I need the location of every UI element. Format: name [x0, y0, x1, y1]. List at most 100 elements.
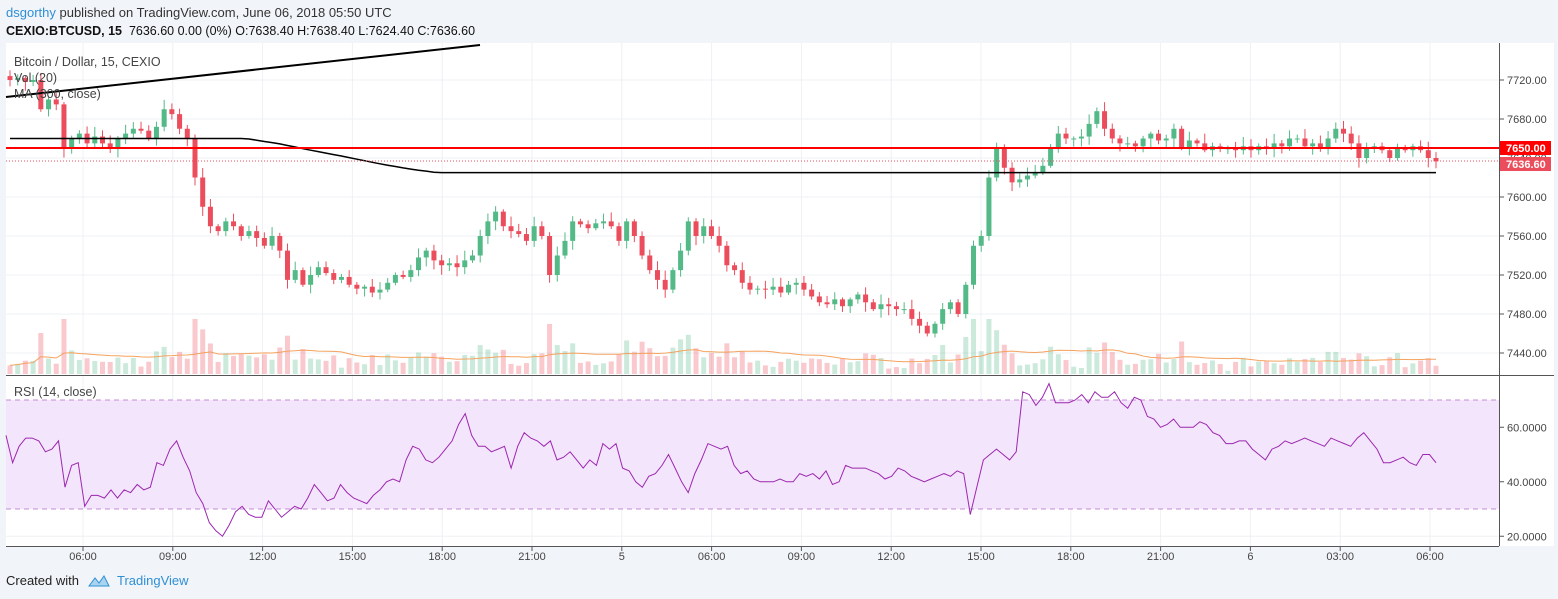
volume-bar [755, 360, 761, 374]
time-tick-label: 6 [1247, 551, 1253, 563]
candle-body [1040, 165, 1046, 173]
time-tick-label: 12:00 [249, 551, 277, 563]
volume-bar [678, 339, 684, 374]
candle-body [1094, 111, 1100, 124]
volume-bar [870, 354, 876, 374]
candle-body [986, 177, 992, 236]
volume-bar [1148, 359, 1154, 374]
volume-bar [724, 343, 730, 374]
candle-body [1078, 136, 1084, 139]
candle-body [593, 223, 599, 229]
time-tick-label: 15:00 [967, 551, 995, 563]
volume-bar [269, 359, 275, 374]
candle-body [1271, 143, 1277, 149]
candle-body [793, 282, 799, 285]
volume-bar [662, 355, 668, 374]
volume-bar [577, 362, 583, 374]
volume-bar [1163, 362, 1169, 374]
chart-title: Bitcoin / Dollar, 15, CEXIO [14, 55, 161, 69]
candle-body [531, 226, 537, 241]
time-tick-label: 15:00 [339, 551, 367, 563]
candle-body [1140, 138, 1146, 147]
volume-bar [647, 348, 653, 374]
candle-body [1063, 133, 1069, 139]
candle-body [261, 237, 267, 246]
volume-bar [7, 365, 13, 374]
volume-bar [1317, 362, 1323, 374]
volume-bar [500, 349, 506, 374]
candle-body [346, 276, 352, 285]
volume-bar [454, 361, 460, 374]
candle-body [608, 221, 614, 227]
candle-body [223, 221, 229, 232]
candle-body [770, 286, 776, 290]
candle-body [1125, 143, 1131, 145]
candle-body [308, 275, 314, 285]
created-with-label: Created with [6, 573, 79, 588]
candle-body [639, 236, 645, 256]
volume-bar [1287, 358, 1293, 374]
volume-bar [1117, 359, 1123, 374]
candle-body [1017, 179, 1023, 183]
volume-bar [855, 361, 861, 374]
volume-bar [1209, 360, 1215, 374]
price-tick-label: 7560.00 [1507, 231, 1547, 243]
candle-body [315, 267, 321, 275]
rsi-axis-ticks: 60.0000 40.0000 20.0000 [1499, 422, 1547, 543]
candle-body [215, 226, 221, 232]
volume-bar [1333, 351, 1339, 374]
rsi-legend: RSI (14, close) [14, 385, 97, 399]
volume-bar [169, 357, 175, 374]
volume-bar [1364, 356, 1370, 374]
volume-ma-line [9, 349, 1436, 366]
volume-bar [886, 368, 892, 374]
volume-bar [400, 362, 406, 374]
volume-bar [1086, 347, 1092, 374]
volume-bar [377, 365, 383, 374]
volume-bar [1410, 363, 1416, 374]
volume-bar [732, 357, 738, 374]
price-chart[interactable]: 7720.007680.007640.007600.007560.007520.… [0, 0, 1558, 570]
author-link[interactable]: dsgorthy [6, 5, 56, 20]
volume-bar [508, 363, 514, 374]
volume-bar [778, 361, 784, 374]
footer: Created with TradingView [6, 573, 189, 588]
time-tick-label: 03:00 [1326, 551, 1354, 563]
candle-body [801, 282, 807, 290]
candle-body [431, 250, 437, 261]
candle-body [562, 240, 568, 256]
legend-volume: Vol (20) [14, 71, 57, 85]
candle-body [662, 279, 668, 290]
volume-bar [1094, 352, 1100, 374]
volume-bar [223, 353, 229, 374]
volume-bar [670, 347, 676, 374]
volume-bar [809, 358, 815, 374]
volume-bar [493, 352, 499, 374]
candle-body [747, 282, 753, 290]
tradingview-brand-link[interactable]: TradingView [116, 573, 189, 588]
trend-line[interactable] [5, 44, 481, 98]
candle-body [177, 114, 183, 129]
candle-body [169, 109, 175, 115]
candle-body [269, 236, 275, 246]
volume-bar [816, 359, 822, 374]
candle-body [678, 250, 684, 271]
time-axis-ticks: 06:00 09:00 12:00 15:00 18:00 21:00 5 06:00 09:0… [69, 546, 1444, 563]
volume-bar [308, 358, 314, 374]
candle-body [732, 265, 738, 271]
volume-bar [986, 319, 992, 374]
volume-bar [1109, 352, 1115, 374]
volume-bar [1017, 365, 1023, 374]
volume-bar [231, 355, 237, 374]
volume-bar [839, 358, 845, 374]
candle-body [292, 270, 298, 280]
volume-bar [146, 361, 152, 374]
candle-body [1302, 138, 1308, 147]
candle-body [863, 294, 869, 303]
volume-bar [200, 329, 206, 374]
volume-bars [7, 319, 1439, 374]
candle-body [30, 80, 36, 82]
volume-bar [485, 349, 491, 374]
candle-body [284, 250, 290, 280]
volume-bar [978, 351, 984, 374]
